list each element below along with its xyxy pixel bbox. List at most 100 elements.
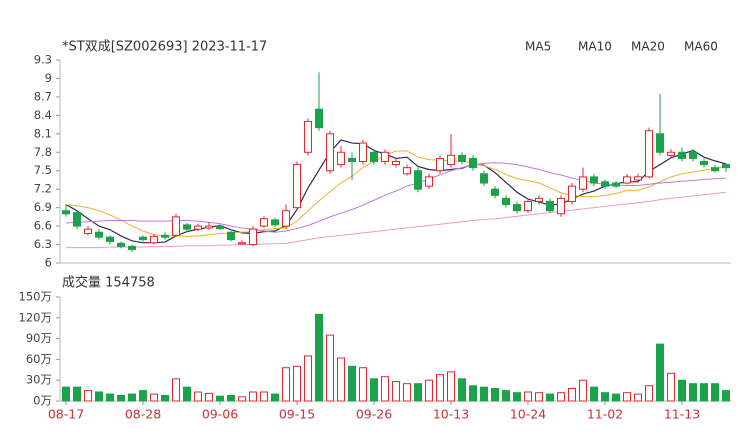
volume-bar: [150, 393, 158, 402]
ma-line: [65, 162, 727, 233]
y-tick-label: 60万: [26, 352, 52, 366]
candle-body: [403, 167, 411, 175]
volume-bar: [348, 365, 356, 402]
candle-body: [546, 200, 554, 212]
candle-body: [535, 197, 543, 202]
candle-body: [689, 151, 697, 159]
candle-body: [216, 225, 224, 230]
x-tick-label: 11-02: [587, 407, 623, 422]
candle-body: [315, 108, 323, 129]
volume-title: 成交量 154758: [62, 275, 155, 291]
volume-bar: [128, 393, 136, 402]
volume-bar: [403, 383, 411, 402]
candle-body: [436, 157, 444, 172]
volume-bar: [62, 386, 70, 402]
candle-body: [95, 231, 103, 238]
x-tick-label: 09-26: [356, 407, 392, 422]
candle-body: [161, 234, 169, 238]
volume-bar: [205, 392, 213, 402]
y-tick-label: 6.3: [34, 237, 52, 251]
candle-body: [678, 151, 686, 159]
candle-body: [711, 167, 719, 172]
volume-bar: [612, 393, 620, 402]
candle-body: [106, 236, 114, 242]
volume-bar: [359, 367, 367, 402]
volume-bar: [249, 391, 257, 402]
candle-body: [568, 185, 576, 202]
volume-bar: [667, 372, 675, 402]
volume-bar: [524, 391, 532, 402]
chart-title: *ST双成[SZ002693] 2023-11-17: [62, 40, 267, 55]
volume-bar: [700, 383, 708, 402]
candle-body: [249, 228, 257, 246]
candle-body: [601, 181, 609, 187]
y-tick-label: 120万: [19, 310, 52, 324]
volume-bar: [293, 365, 301, 402]
candle-body: [326, 133, 334, 172]
volume-bar: [425, 379, 433, 402]
volume-bar: [579, 379, 587, 402]
candle-body: [513, 204, 521, 212]
y-tick-label: 7.5: [34, 163, 52, 177]
volume-bar: [557, 392, 565, 402]
volume-bar: [711, 383, 719, 402]
candle-body: [645, 130, 653, 178]
candle-body: [150, 236, 158, 244]
candle-body: [370, 151, 378, 162]
y-tick-label: 9.3: [34, 53, 52, 67]
legend-label: MA60: [684, 40, 718, 54]
y-tick-label: 6.6: [34, 219, 52, 233]
candle-body: [260, 218, 268, 227]
volume-bar: [513, 392, 521, 402]
volume-bar: [623, 392, 631, 402]
y-tick-label: 30万: [26, 373, 52, 387]
candle-body: [348, 157, 356, 162]
volume-bar: [194, 391, 202, 402]
y-tick-label: 150万: [19, 290, 52, 304]
candle-body: [139, 236, 147, 241]
candle-body: [381, 151, 389, 162]
volume-bar: [172, 378, 180, 402]
candle-body: [73, 212, 81, 227]
candle-body: [172, 216, 180, 236]
y-tick-label: 8.4: [34, 108, 52, 122]
volume-bar: [678, 379, 686, 402]
volume-bar: [326, 334, 334, 402]
legend-label: MA20: [631, 40, 665, 54]
volume-bar: [139, 390, 147, 402]
legend-label: MA5: [525, 40, 551, 54]
volume-bar: [161, 394, 169, 402]
y-tick-label: 8.1: [34, 126, 52, 140]
x-tick-label: 08-28: [125, 407, 161, 422]
volume-bar: [304, 355, 312, 402]
candle-body: [282, 210, 290, 227]
candle-body: [128, 245, 136, 250]
volume-bar: [95, 391, 103, 402]
candle-body: [392, 161, 400, 166]
candle-body: [227, 231, 235, 241]
volume-bar: [73, 386, 81, 402]
candle-body: [304, 121, 312, 153]
candle-body: [271, 219, 279, 226]
y-tick-label: 9: [45, 71, 52, 85]
candle-body: [524, 200, 532, 212]
candle-body: [612, 182, 620, 187]
y-tick-label: 0万: [33, 394, 52, 408]
x-tick-label: 09-06: [202, 407, 238, 422]
legend-label: MA10: [578, 40, 612, 54]
candle-body: [590, 176, 598, 184]
candle-body: [623, 176, 631, 184]
volume-bar: [216, 395, 224, 402]
candle-body: [337, 151, 345, 166]
volume-bar: [117, 394, 125, 402]
y-tick-label: 7.8: [34, 145, 52, 159]
candle-body: [117, 242, 125, 247]
candle-body: [469, 157, 477, 169]
volume-bar: [271, 393, 279, 402]
volume-bar: [634, 393, 642, 402]
candle-body: [656, 133, 664, 153]
candle-body: [502, 197, 510, 206]
volume-bar: [447, 371, 455, 402]
y-tick-label: 6: [45, 256, 52, 270]
volume-bar: [645, 385, 653, 402]
